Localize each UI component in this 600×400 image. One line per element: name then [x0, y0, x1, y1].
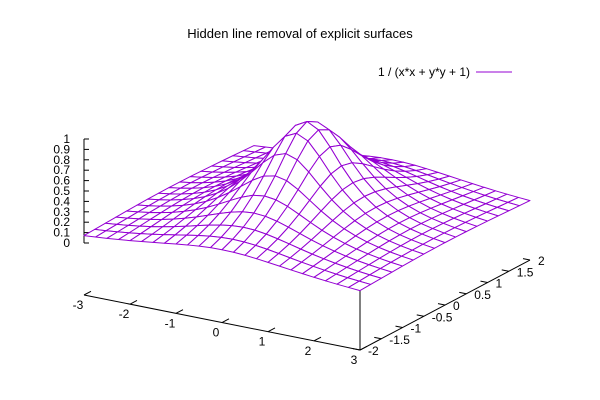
x-tick-label: -2 — [119, 307, 130, 321]
y-tick-mark — [459, 291, 467, 295]
x-tick-label: 0 — [213, 326, 220, 340]
x-tick-label: 3 — [351, 353, 358, 367]
x-tick-mark — [175, 309, 184, 314]
z-tick-label: 0.6 — [53, 174, 70, 188]
legend-label: 1 / (x*x + y*y + 1) — [378, 65, 470, 79]
y-tick-mark — [416, 314, 424, 317]
z-tick-label: 0.2 — [53, 215, 70, 229]
z-tick-label: 0.3 — [53, 205, 70, 219]
z-tick-label: 0 — [63, 236, 70, 250]
z-tick-label: 1 — [63, 132, 70, 146]
chart-title: Hidden line removal of explicit surfaces — [187, 26, 413, 41]
y-tick-mark — [437, 303, 446, 306]
tick-labels: -3-2-10123-2-1.5-1-0.500.511.5200.10.20.… — [53, 132, 545, 367]
y-tick-label: -1 — [411, 322, 422, 336]
x-tick-mark — [129, 300, 138, 305]
y-tick-mark — [395, 325, 403, 329]
surface-mesh — [83, 121, 531, 292]
y-tick-mark — [374, 336, 382, 340]
z-tick-label: 0.1 — [53, 226, 70, 240]
x-tick-mark — [83, 290, 92, 296]
y-tick-label: 1 — [496, 277, 503, 291]
x-tick-label: -3 — [73, 298, 84, 312]
x-tick-label: -1 — [165, 316, 176, 330]
y-tick-label: -1.5 — [389, 333, 410, 347]
y-tick-label: 0 — [453, 299, 460, 313]
y-tick-label: -2 — [368, 344, 379, 358]
y-tick-mark — [501, 269, 509, 272]
y-tick-label: 1.5 — [517, 265, 534, 279]
z-tick-label: 0.9 — [53, 142, 70, 156]
x-tick-label: 2 — [305, 344, 312, 358]
y-tick-label: 0.5 — [474, 288, 491, 302]
y-tick-mark — [480, 280, 488, 284]
y-tick-mark — [352, 348, 361, 351]
z-tick-label: 0.5 — [53, 184, 70, 198]
y-tick-label: -0.5 — [432, 310, 453, 324]
z-tick-label: 0.8 — [53, 153, 70, 167]
legend: 1 / (x*x + y*y + 1) — [378, 65, 512, 79]
x-tick-mark — [359, 345, 368, 351]
z-tick-label: 0.7 — [53, 163, 70, 177]
y-tick-mark — [522, 258, 531, 261]
x-tick-mark — [313, 336, 322, 342]
y-tick-label: 2 — [538, 254, 545, 268]
x-tick-mark — [221, 318, 230, 323]
z-tick-label: 0.4 — [53, 194, 70, 208]
mesh-cell — [348, 280, 372, 292]
x-tick-mark — [267, 327, 276, 333]
x-tick-label: 1 — [259, 335, 266, 349]
